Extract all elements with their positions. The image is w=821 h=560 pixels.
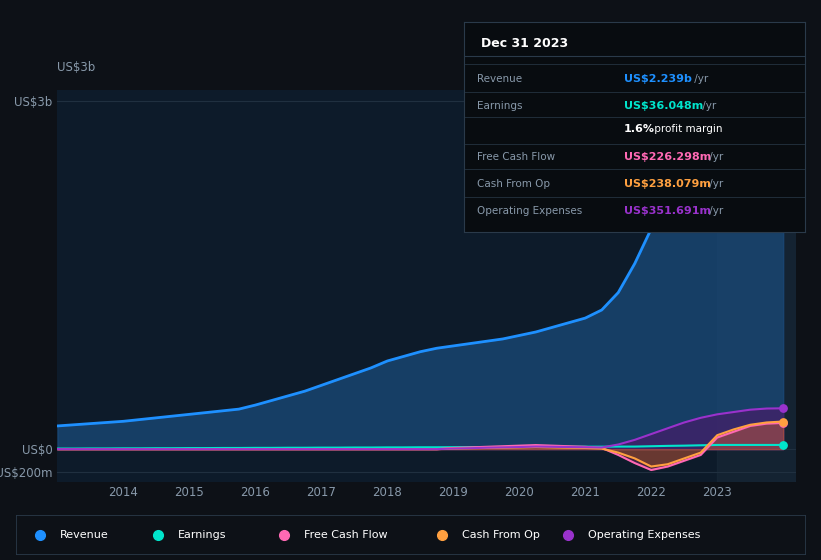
Text: /yr: /yr [706, 207, 723, 216]
Point [777, 441, 790, 450]
Text: Cash From Op: Cash From Op [478, 179, 551, 189]
Text: Operating Expenses: Operating Expenses [588, 530, 700, 540]
Text: US$226.298m: US$226.298m [624, 152, 711, 162]
Text: profit margin: profit margin [651, 124, 722, 134]
Text: US$2.239b: US$2.239b [624, 74, 692, 84]
Point [777, 418, 790, 427]
Text: Operating Expenses: Operating Expenses [478, 207, 583, 216]
Text: 1.6%: 1.6% [624, 124, 655, 134]
Text: US$351.691m: US$351.691m [624, 207, 711, 216]
Text: /yr: /yr [706, 179, 723, 189]
Point [777, 417, 790, 426]
Text: Revenue: Revenue [478, 74, 523, 84]
Text: US$3b: US$3b [57, 61, 96, 74]
Text: Free Cash Flow: Free Cash Flow [478, 152, 556, 162]
Point [777, 185, 790, 194]
Text: /yr: /yr [706, 152, 723, 162]
Text: Free Cash Flow: Free Cash Flow [304, 530, 388, 540]
Text: Dec 31 2023: Dec 31 2023 [481, 37, 568, 50]
Text: /yr: /yr [699, 101, 716, 111]
Text: Cash From Op: Cash From Op [461, 530, 539, 540]
Text: Revenue: Revenue [60, 530, 108, 540]
Text: US$36.048m: US$36.048m [624, 101, 704, 111]
Point [777, 404, 790, 413]
Bar [718, 90, 796, 482]
Text: US$238.079m: US$238.079m [624, 179, 711, 189]
Text: Earnings: Earnings [478, 101, 523, 111]
Text: /yr: /yr [691, 74, 709, 84]
Text: Earnings: Earnings [178, 530, 227, 540]
